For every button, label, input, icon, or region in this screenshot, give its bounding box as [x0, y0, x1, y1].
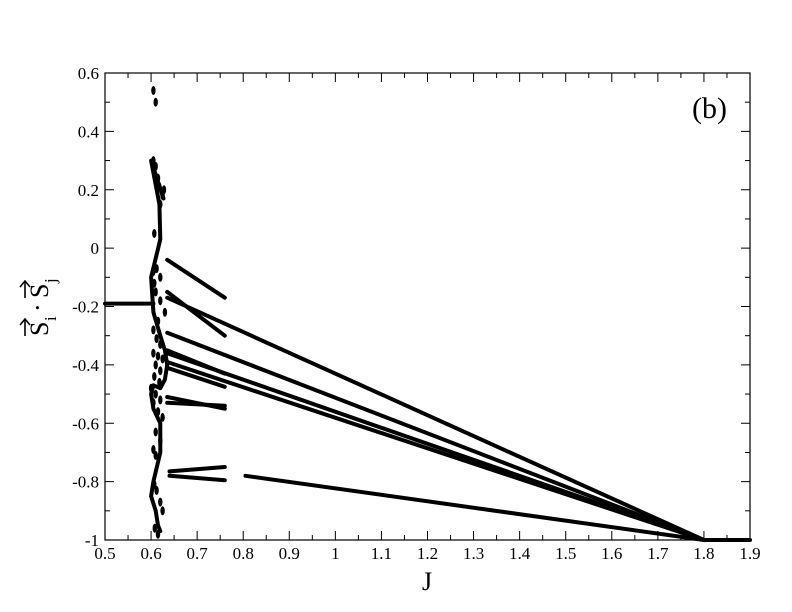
- y-tick-label: -1: [85, 531, 99, 550]
- data-point-3: [153, 161, 158, 171]
- y-axis-label-s1: S: [25, 322, 54, 336]
- y-axis-tick-labels: -1 -0.8 -0.6 -0.4 -0.2 0 0.2 0.4 0.6: [72, 64, 99, 550]
- data-point-19: [154, 334, 159, 344]
- y-axis-ticks: [105, 72, 750, 541]
- series-line-12: [165, 400, 227, 408]
- data-point-0: [151, 86, 156, 95]
- data-point-43: [155, 529, 161, 539]
- y-axis-label: S i · S j: [19, 278, 60, 336]
- x-axis-tick-labels: 0.5 0.6 0.7 0.8 0.9 1 1.1 1.2 1.3 1.4 1.5 1.6 1.7 1.8…: [94, 544, 760, 563]
- series-points: [148, 86, 168, 539]
- data-point-31: [151, 398, 156, 408]
- data-point-18: [151, 325, 156, 335]
- series-line-9: [165, 348, 227, 376]
- x-tick-label: 0.5: [94, 544, 115, 563]
- vector-arrow-j: [19, 279, 31, 298]
- series-line-5: [165, 295, 706, 542]
- x-tick-label: 0.6: [140, 544, 161, 563]
- series-line-7: [165, 257, 227, 300]
- data-point-20: [158, 339, 163, 349]
- x-axis-ticks: [104, 73, 751, 540]
- x-tick-label: 0.9: [279, 544, 300, 563]
- data-point-13: [152, 278, 157, 288]
- data-point-34: [153, 427, 158, 437]
- y-axis-label-s2: S: [25, 284, 54, 298]
- x-tick-label: 0.7: [187, 544, 209, 563]
- data-point-7: [158, 199, 163, 209]
- panel-label: (b): [692, 92, 727, 125]
- y-tick-label: 0.2: [78, 181, 99, 200]
- data-point-22: [155, 351, 161, 361]
- vector-arrow-i: [19, 317, 31, 336]
- data-point-11: [154, 264, 159, 274]
- series-line-14: [167, 473, 227, 483]
- data-point-1: [153, 97, 158, 107]
- data-point-5: [157, 182, 162, 192]
- data-point-39: [154, 485, 159, 495]
- x-tick-label: 1.4: [509, 544, 531, 563]
- data-point-15: [158, 296, 163, 306]
- data-point-9: [161, 185, 167, 195]
- data-point-29: [153, 389, 158, 399]
- data-point-6: [152, 229, 157, 238]
- y-axis-label-sub-j: j: [41, 278, 60, 284]
- series-line-13: [167, 465, 227, 474]
- series-line-8: [165, 289, 227, 338]
- series-line-2: [165, 330, 706, 542]
- series-line-10: [165, 365, 227, 389]
- data-point-24: [153, 360, 158, 370]
- data-point-27: [157, 377, 162, 387]
- series-lines: [103, 158, 752, 542]
- y-tick-label: -0.2: [72, 298, 99, 317]
- y-tick-label: -0.8: [72, 473, 99, 492]
- data-point-40: [158, 497, 163, 507]
- x-tick-label: 1.9: [739, 544, 760, 563]
- y-tick-label: 0.4: [78, 122, 100, 141]
- data-point-14: [153, 287, 158, 297]
- data-point-25: [158, 366, 163, 376]
- y-tick-label: -0.6: [72, 414, 99, 433]
- x-tick-label: 1.8: [693, 544, 714, 563]
- data-point-37: [153, 450, 158, 460]
- data-point-42: [152, 523, 157, 533]
- x-tick-label: 1.1: [371, 544, 392, 563]
- x-tick-label: 1.3: [463, 544, 484, 563]
- data-point-23: [160, 354, 165, 364]
- data-point-33: [160, 412, 165, 422]
- series-line-1: [243, 473, 706, 542]
- data-point-26: [152, 372, 157, 381]
- data-point-35: [158, 436, 163, 446]
- data-point-32: [155, 407, 161, 417]
- x-tick-label: 1.6: [601, 544, 622, 563]
- series-line-15: [149, 158, 170, 534]
- x-tick-label: 1.2: [417, 544, 438, 563]
- x-axis-label: J: [422, 567, 432, 596]
- data-point-16: [162, 307, 168, 317]
- data-point-17: [155, 316, 161, 326]
- x-tick-label: 1.5: [555, 544, 576, 563]
- data-point-41: [160, 506, 165, 516]
- data-point-4: [155, 173, 161, 183]
- x-tick-label: 0.8: [233, 544, 254, 563]
- x-tick-label: 1: [331, 544, 340, 563]
- series-line-4: [165, 351, 706, 542]
- data-point-21: [151, 348, 156, 358]
- x-tick-label: 1.7: [647, 544, 669, 563]
- data-point-28: [148, 383, 154, 393]
- y-axis-label-sub-i: i: [41, 316, 60, 321]
- data-point-30: [158, 395, 163, 405]
- y-tick-label: 0.6: [78, 64, 99, 83]
- data-point-12: [158, 272, 163, 282]
- y-tick-label: -0.4: [72, 356, 99, 375]
- y-tick-label: 0: [91, 239, 100, 258]
- y-axis-label-dot: ·: [23, 303, 52, 312]
